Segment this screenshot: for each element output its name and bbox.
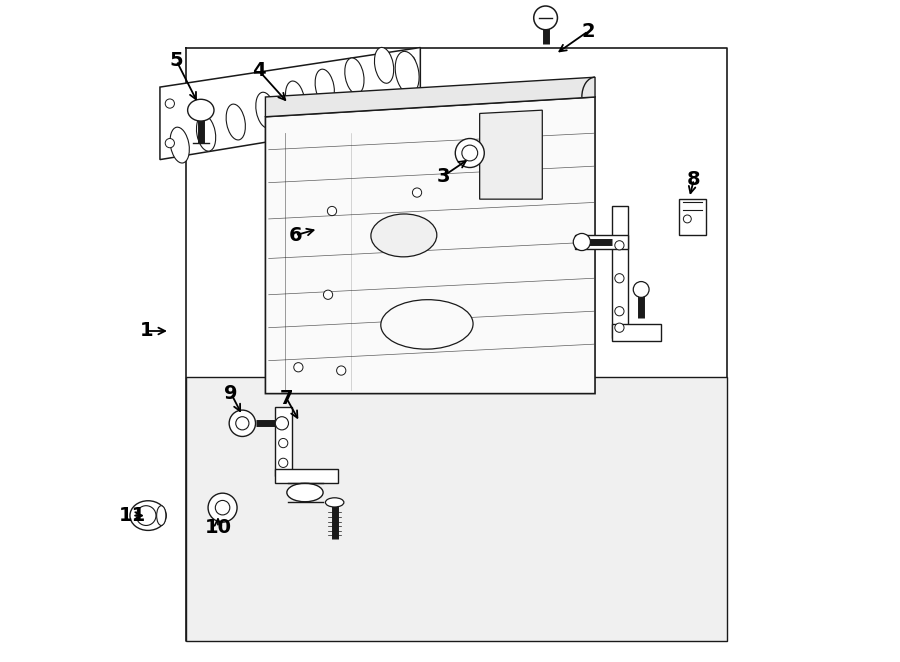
Ellipse shape [315, 69, 335, 105]
Ellipse shape [371, 214, 436, 257]
Circle shape [323, 290, 333, 299]
Text: 6: 6 [288, 226, 302, 245]
Polygon shape [480, 110, 543, 199]
FancyBboxPatch shape [680, 199, 706, 236]
Polygon shape [275, 469, 338, 483]
Circle shape [634, 281, 649, 297]
Circle shape [293, 363, 303, 372]
Ellipse shape [285, 81, 305, 117]
Circle shape [615, 273, 624, 283]
Ellipse shape [326, 498, 344, 507]
Text: 7: 7 [280, 389, 293, 408]
Circle shape [166, 99, 175, 108]
FancyBboxPatch shape [321, 197, 343, 222]
Polygon shape [266, 97, 595, 394]
Circle shape [279, 418, 288, 428]
Circle shape [236, 416, 249, 430]
Text: 11: 11 [119, 506, 146, 525]
Circle shape [683, 215, 691, 223]
Circle shape [534, 6, 557, 30]
Polygon shape [186, 377, 727, 641]
Ellipse shape [381, 300, 473, 349]
Circle shape [615, 323, 624, 332]
Ellipse shape [226, 104, 246, 140]
Circle shape [136, 506, 156, 526]
Text: 10: 10 [204, 518, 231, 537]
Ellipse shape [196, 115, 216, 151]
Polygon shape [160, 48, 420, 160]
Text: 8: 8 [687, 170, 701, 189]
Text: 2: 2 [581, 22, 595, 40]
Circle shape [275, 416, 289, 430]
Circle shape [230, 410, 256, 436]
Text: 3: 3 [436, 167, 450, 185]
Circle shape [337, 366, 346, 375]
Ellipse shape [395, 52, 419, 94]
Circle shape [455, 138, 484, 167]
Polygon shape [575, 236, 628, 249]
Circle shape [208, 493, 237, 522]
Circle shape [406, 56, 415, 66]
Polygon shape [611, 324, 661, 341]
Ellipse shape [187, 99, 214, 121]
Circle shape [615, 307, 624, 316]
Circle shape [615, 241, 624, 250]
Circle shape [328, 207, 337, 216]
Ellipse shape [287, 483, 323, 502]
Ellipse shape [170, 127, 189, 163]
Ellipse shape [256, 92, 275, 128]
Circle shape [279, 438, 288, 448]
Circle shape [215, 500, 230, 515]
Circle shape [462, 145, 478, 161]
Text: 1: 1 [140, 322, 154, 340]
Circle shape [412, 188, 422, 197]
Polygon shape [275, 407, 292, 476]
Circle shape [166, 138, 175, 148]
Circle shape [573, 234, 590, 251]
Circle shape [406, 99, 415, 108]
Text: 5: 5 [169, 51, 184, 70]
Polygon shape [266, 77, 595, 117]
Ellipse shape [157, 506, 166, 526]
Polygon shape [611, 206, 628, 338]
Text: 9: 9 [224, 384, 238, 403]
Text: 4: 4 [252, 61, 266, 80]
Ellipse shape [374, 48, 393, 83]
Ellipse shape [345, 58, 364, 94]
Ellipse shape [130, 500, 166, 530]
Circle shape [279, 458, 288, 467]
